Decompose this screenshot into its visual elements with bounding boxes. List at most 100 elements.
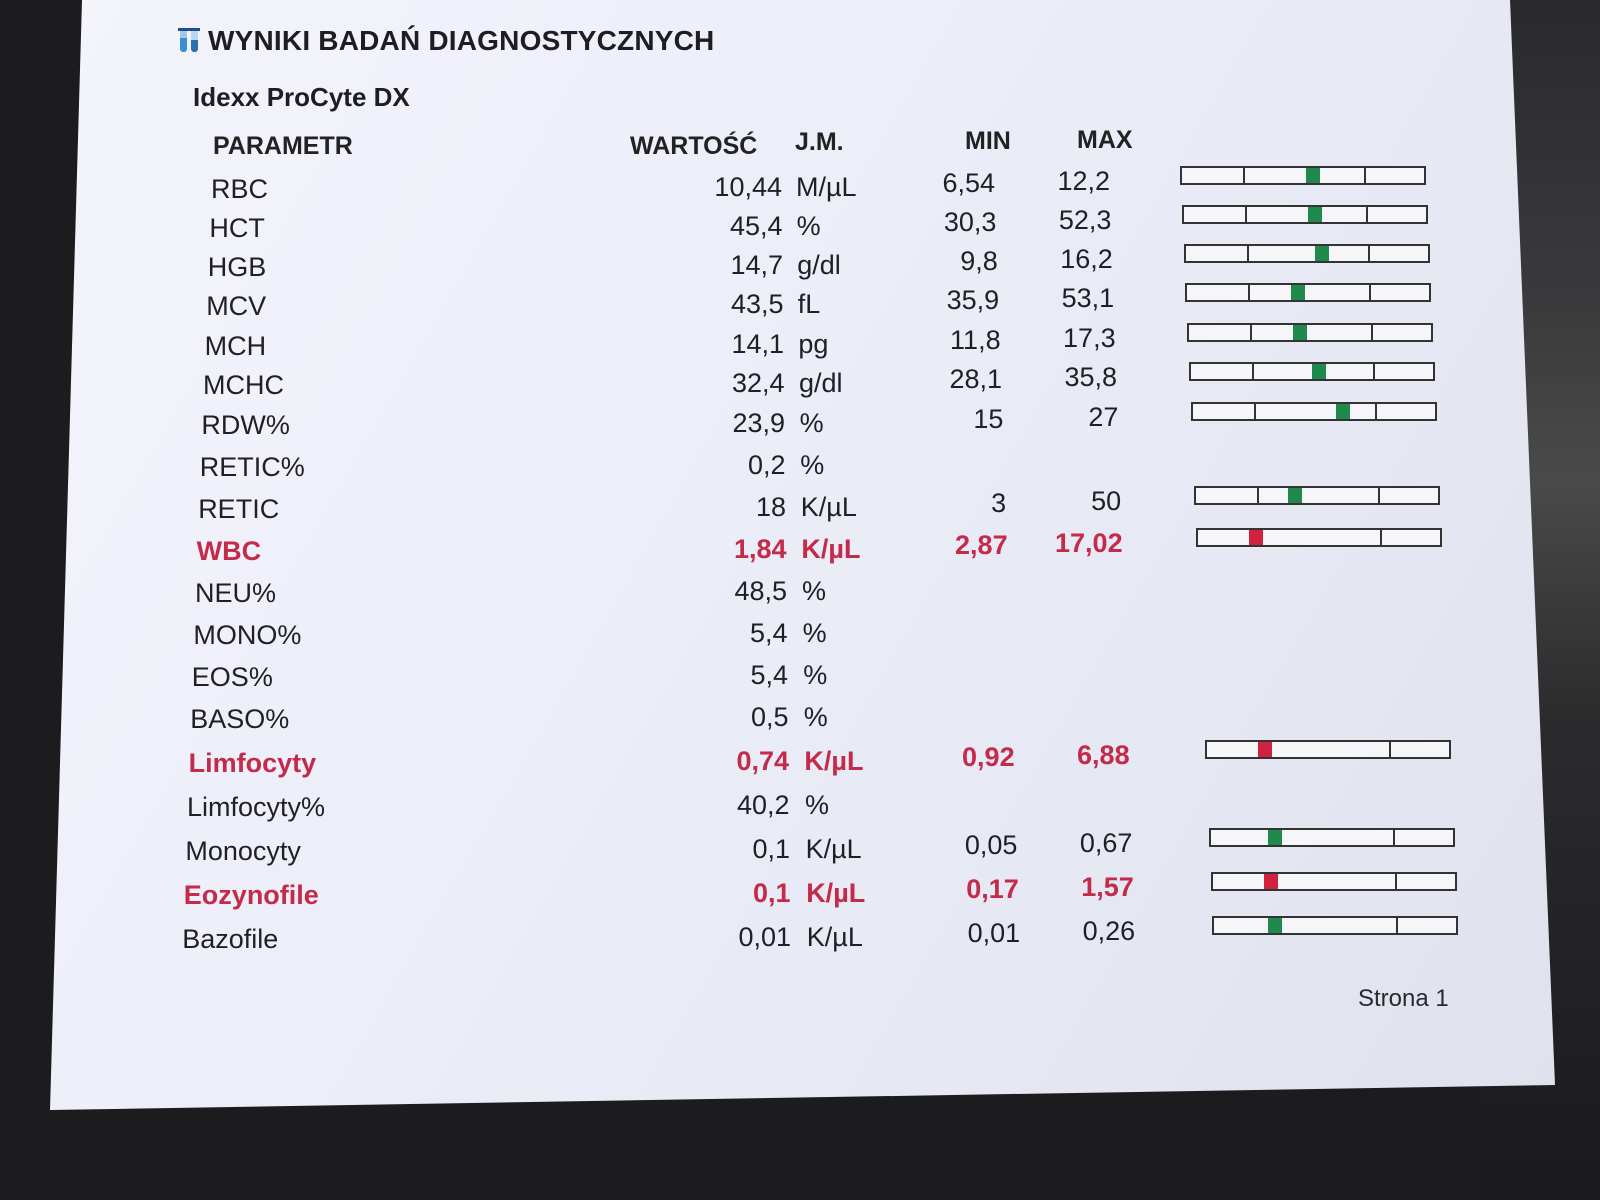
parameter-name: Eozynofile (183, 880, 319, 910)
range-tick (1365, 207, 1368, 222)
test-tubes-icon (178, 26, 204, 56)
header-unit: J.M. (795, 128, 844, 156)
result-row: MCH 14,1 pg 11,8 17,3 (0, 323, 1600, 367)
parameter-name: RETIC% (199, 452, 305, 482)
result-row: MONO% 5,4% (0, 616, 1600, 656)
parameter-value: 32,4 (731, 368, 785, 398)
in-range-marker (1335, 404, 1350, 419)
range-tick (1374, 404, 1377, 419)
in-range-marker (1314, 246, 1329, 261)
parameter-unit: % (802, 618, 827, 648)
parameter-unit: % (800, 450, 825, 480)
in-range-marker (1267, 830, 1282, 845)
range-tick (1371, 325, 1374, 340)
out-of-range-marker (1249, 530, 1264, 545)
range-bar (1210, 872, 1457, 891)
range-tick (1396, 918, 1399, 933)
range-tick (1364, 168, 1366, 183)
result-row: NEU% 48,5% (0, 574, 1600, 614)
analyzer-name: Idexx ProCyte DX (193, 82, 410, 112)
parameter-value: 14,7 (730, 250, 783, 280)
range-tick (1367, 246, 1370, 261)
parameter-name: WBC (196, 536, 262, 566)
parameter-unit: % (796, 211, 821, 241)
reference-max: 35,8 (1064, 362, 1117, 392)
header-parameter: PARAMETR (213, 132, 353, 160)
parameter-unit: g/dl (797, 250, 841, 280)
page-number: Strona 1 (1358, 985, 1449, 1012)
reference-max: 53,1 (1061, 283, 1115, 313)
range-tick (1389, 742, 1392, 757)
range-tick (1257, 488, 1260, 503)
parameter-value: 0,01 (738, 922, 791, 952)
parameter-value: 5,4 (750, 660, 788, 690)
result-row: Bazofile 0,01 K/µL 0,01 0,26 (0, 916, 1600, 960)
reference-max: 52,3 (1058, 205, 1112, 235)
parameter-value: 1,84 (733, 534, 787, 564)
reference-max: 1,57 (1081, 872, 1134, 902)
parameter-value: 0,1 (752, 878, 791, 908)
result-row: EOS% 5,4% (0, 658, 1600, 698)
parameter-unit: % (802, 576, 827, 606)
parameter-value: 0,74 (736, 746, 789, 776)
result-row: Monocyty 0,1 K/µL 0,05 0,67 (0, 828, 1600, 872)
parameter-name: RDW% (201, 410, 290, 440)
parameter-unit: K/µL (800, 492, 857, 522)
range-tick (1246, 246, 1249, 261)
range-tick (1394, 874, 1397, 889)
parameter-unit: % (805, 790, 830, 820)
reference-max: 16,2 (1060, 244, 1113, 274)
parameter-name: Bazofile (182, 924, 279, 954)
result-row: Limfocyty 0,74 K/µL 0,92 6,88 (0, 740, 1600, 784)
reference-max: 0,26 (1082, 916, 1136, 946)
parameter-name: NEU% (195, 578, 277, 608)
result-row: RETIC 18 K/µL 3 50 (0, 486, 1600, 530)
header-min: MIN (965, 127, 1011, 155)
reference-max: 27 (1088, 402, 1119, 432)
reference-max: 17,02 (1055, 528, 1123, 558)
range-bar (1183, 244, 1430, 263)
parameter-unit: K/µL (806, 922, 863, 952)
parameter-value: 48,5 (734, 576, 787, 606)
parameter-value: 23,9 (732, 408, 785, 438)
reference-min: 28,1 (949, 364, 1002, 394)
reference-min: 0,92 (962, 742, 1015, 772)
parameter-unit: fL (797, 289, 821, 319)
parameter-name: MONO% (193, 620, 302, 650)
range-bar (1185, 283, 1432, 302)
parameter-value: 14,1 (731, 329, 784, 359)
parameter-unit: % (803, 660, 828, 690)
reference-min: 9,8 (960, 246, 998, 276)
in-range-marker (1288, 488, 1303, 503)
parameter-name: EOS% (191, 662, 273, 692)
out-of-range-marker (1263, 874, 1278, 889)
range-tick (1369, 285, 1372, 300)
result-row: RDW% 23,9% 15 27 (0, 402, 1600, 446)
reference-min: 6,54 (942, 168, 995, 198)
result-row: WBC 1,84 K/µL 2,87 17,02 (0, 528, 1600, 572)
result-row: Eozynofile 0,1 K/µL 0,17 1,57 (0, 872, 1600, 916)
result-row: HGB 14,7 g/dl 9,8 16,2 (0, 244, 1600, 288)
in-range-marker (1268, 918, 1283, 933)
range-tick (1248, 285, 1251, 300)
parameter-name: BASO% (190, 704, 290, 734)
reference-min: 0,05 (964, 830, 1018, 860)
parameter-value: 0,1 (752, 834, 790, 864)
range-bar (1190, 402, 1437, 421)
reference-min: 2,87 (955, 530, 1008, 560)
reference-max: 0,67 (1079, 828, 1133, 858)
reference-max: 50 (1091, 486, 1122, 516)
parameter-name: Limfocyty (188, 748, 317, 778)
reference-min: 0,01 (967, 918, 1021, 948)
reference-min: 0,17 (966, 874, 1019, 904)
range-bar (1187, 323, 1434, 342)
parameter-name: Monocyty (185, 836, 301, 866)
parameter-unit: K/µL (804, 746, 864, 776)
range-tick (1380, 530, 1383, 545)
reference-min: 11,8 (950, 325, 1001, 355)
range-bar (1196, 528, 1443, 547)
parameter-value: 10,44 (714, 172, 782, 202)
parameter-unit: g/dl (799, 368, 843, 398)
reference-max: 17,3 (1063, 323, 1116, 353)
parameter-name: MCH (204, 331, 267, 361)
